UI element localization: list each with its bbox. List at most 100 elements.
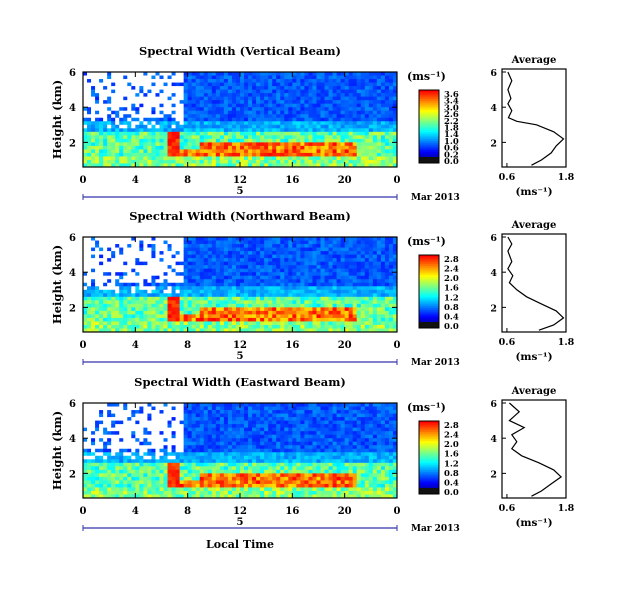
heatmap-cell bbox=[328, 93, 333, 98]
heatmap-cell bbox=[115, 314, 120, 319]
heatmap-cell bbox=[123, 448, 128, 453]
heatmap-cell bbox=[151, 314, 156, 319]
heatmap-cell bbox=[260, 114, 265, 119]
heatmap-cell bbox=[131, 100, 136, 105]
heatmap-cell bbox=[300, 251, 305, 255]
heatmap-cell bbox=[235, 317, 241, 322]
heatmap-cell bbox=[127, 114, 132, 119]
heatmap-cell bbox=[268, 138, 273, 143]
heatmap-cell bbox=[127, 247, 132, 252]
heatmap-cell bbox=[223, 282, 229, 287]
heatmap-cell bbox=[99, 300, 104, 305]
heatmap-cell bbox=[107, 128, 112, 133]
heatmap-cell bbox=[320, 156, 325, 161]
heatmap-cell bbox=[368, 321, 374, 326]
heatmap-cell bbox=[131, 417, 136, 421]
heatmap-cell bbox=[171, 114, 176, 119]
heatmap-cell bbox=[380, 268, 386, 273]
heatmap-cell bbox=[372, 124, 378, 129]
colorbar-tick-label: 1.2 bbox=[444, 293, 459, 303]
heatmap-cell bbox=[147, 403, 152, 407]
heatmap-cell bbox=[127, 480, 132, 485]
heatmap-cell bbox=[248, 275, 253, 280]
heatmap-cell bbox=[219, 237, 225, 241]
heatmap-cell bbox=[332, 258, 338, 263]
heatmap-cell bbox=[356, 128, 362, 133]
heatmap-cell bbox=[328, 121, 333, 126]
heatmap-cell bbox=[207, 131, 213, 136]
heatmap-cell bbox=[83, 452, 88, 457]
heatmap-cell bbox=[240, 138, 245, 143]
heatmap-cell bbox=[280, 131, 285, 136]
heatmap-cell bbox=[312, 237, 317, 241]
heatmap-cell bbox=[139, 441, 144, 446]
heatmap-cell bbox=[344, 72, 350, 76]
heatmap-cell bbox=[95, 462, 100, 467]
heatmap-cell bbox=[115, 72, 120, 76]
heatmap-cell bbox=[103, 441, 108, 446]
heatmap-cell bbox=[344, 272, 350, 277]
heatmap-cell bbox=[195, 75, 201, 80]
heatmap-cell bbox=[155, 286, 160, 291]
heatmap-cell bbox=[364, 79, 370, 83]
heatmap-cell bbox=[308, 275, 313, 280]
heatmap-cell bbox=[143, 279, 148, 284]
heatmap-cell bbox=[171, 272, 176, 277]
heatmap-cell bbox=[308, 258, 313, 263]
heatmap-cell bbox=[223, 159, 229, 164]
heatmap-cell bbox=[264, 86, 269, 90]
heatmap-cell bbox=[284, 279, 289, 284]
heatmap-cell bbox=[95, 279, 100, 284]
average-xlabel: (ms⁻¹) bbox=[515, 186, 552, 198]
heatmap-cell bbox=[352, 317, 358, 322]
heatmap-cell bbox=[384, 142, 390, 147]
heatmap-cell bbox=[163, 406, 168, 411]
heatmap-cell bbox=[139, 131, 144, 136]
heatmap-cell bbox=[175, 272, 181, 277]
heatmap-cell bbox=[155, 452, 160, 457]
heatmap-cell bbox=[99, 289, 104, 294]
heatmap-cell bbox=[215, 314, 221, 319]
heatmap-cell bbox=[175, 145, 181, 150]
heatmap-cell bbox=[332, 156, 338, 161]
heatmap-cell bbox=[364, 300, 370, 305]
heatmap-cell bbox=[231, 86, 237, 90]
heatmap-cell bbox=[268, 268, 273, 273]
heatmap-cell bbox=[215, 121, 221, 126]
heatmap-cell bbox=[388, 251, 394, 255]
heatmap-cell bbox=[348, 103, 354, 108]
heatmap-cell bbox=[308, 110, 313, 115]
heatmap-cell bbox=[163, 300, 168, 305]
heatmap-cell bbox=[340, 307, 346, 312]
heatmap-cell bbox=[344, 303, 350, 308]
heatmap-cell bbox=[235, 145, 241, 150]
heatmap-cell bbox=[115, 114, 120, 119]
heatmap-cell bbox=[272, 107, 277, 112]
heatmap-cell bbox=[360, 93, 366, 98]
heatmap-cell bbox=[332, 282, 338, 287]
heatmap-cell bbox=[284, 324, 289, 329]
heatmap-cell bbox=[308, 251, 313, 255]
heatmap-cell bbox=[211, 72, 217, 76]
heatmap-cell bbox=[115, 121, 120, 126]
heatmap-cell bbox=[83, 240, 88, 245]
heatmap-cell bbox=[151, 431, 156, 436]
heatmap-cell bbox=[344, 149, 350, 154]
heatmap-cell bbox=[288, 293, 293, 298]
heatmap-cell bbox=[147, 431, 152, 436]
heatmap-cell bbox=[372, 258, 378, 263]
heatmap-cell bbox=[360, 72, 366, 76]
heatmap-cell bbox=[316, 328, 321, 333]
heatmap-cell bbox=[211, 286, 217, 291]
heatmap-cell bbox=[191, 261, 197, 266]
heatmap-cell bbox=[143, 455, 148, 460]
heatmap-cell bbox=[115, 324, 120, 329]
heatmap-cell bbox=[284, 310, 289, 315]
heatmap-cell bbox=[203, 96, 209, 101]
heatmap-cell bbox=[199, 258, 205, 263]
heatmap-cell bbox=[87, 244, 92, 248]
heatmap-cell bbox=[248, 163, 253, 168]
heatmap-cell bbox=[380, 237, 386, 241]
heatmap-cell bbox=[312, 293, 317, 298]
heatmap-cell bbox=[107, 441, 112, 446]
